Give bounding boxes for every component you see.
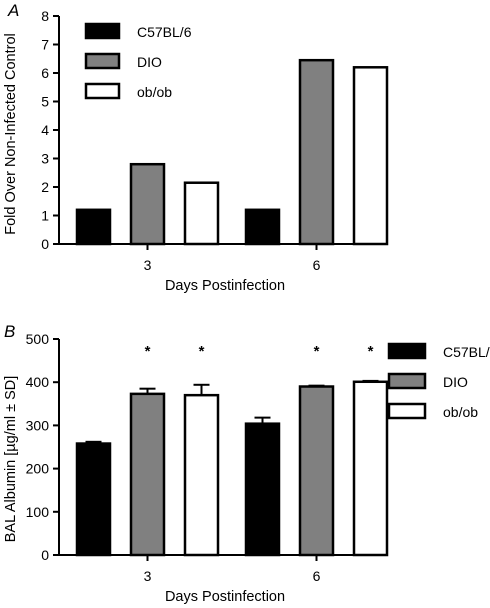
panel-b-legend-label: DIO xyxy=(443,374,468,390)
panel-a-y-tick-label: 4 xyxy=(41,122,49,138)
panel-b-x-tick-label: 6 xyxy=(313,568,321,584)
panel-a-bar xyxy=(75,208,112,246)
panel-b-legend-label: C57BL/6 xyxy=(443,344,490,360)
panel-a-y-tick-label: 0 xyxy=(41,236,49,252)
panel-b-y-tick-label: 200 xyxy=(26,461,50,477)
panel-b-significance-marker: * xyxy=(199,343,205,360)
panel-b-legend-swatch xyxy=(387,342,427,360)
panel-a-chart: A Fold Over Non-Infected Control Days Po… xyxy=(3,1,389,294)
panel-a-y-tick-label: 8 xyxy=(41,8,49,24)
panel-b-legend-swatch xyxy=(387,402,427,420)
panel-a-ylabel: Fold Over Non-Infected Control xyxy=(3,33,19,234)
panel-a-y-tick-label: 7 xyxy=(41,37,49,53)
panel-a-legend-label: C57BL/6 xyxy=(137,24,192,40)
panel-b-y-tick-label: 400 xyxy=(26,374,50,390)
panel-b-significance-marker: * xyxy=(314,343,320,360)
panel-a-y-tick-label: 2 xyxy=(41,179,49,195)
panel-b-bar xyxy=(183,393,220,557)
panel-a-legend-label: ob/ob xyxy=(137,84,172,100)
panel-a-y-tick-label: 5 xyxy=(41,94,49,110)
panel-a-y-tick-label: 6 xyxy=(41,65,49,81)
panel-a-bar xyxy=(183,181,220,246)
panel-b-y-tick-label: 100 xyxy=(26,504,50,520)
panel-a-legend-swatch xyxy=(84,52,121,70)
panel-b-xlabel: Days Postinfection xyxy=(165,589,285,605)
panel-b-label: B xyxy=(4,322,15,341)
panel-a-legend-swatch xyxy=(84,22,121,40)
panel-b-bar xyxy=(298,385,335,557)
panel-b-significance-marker: * xyxy=(145,343,151,360)
panel-a-label: A xyxy=(7,1,19,20)
panel-b-bar xyxy=(352,380,389,557)
panel-a-bar xyxy=(129,162,166,246)
panel-b-x-tick-label: 3 xyxy=(144,568,152,584)
panel-a-bar xyxy=(244,208,281,246)
panel-b-y-tick-label: 500 xyxy=(26,331,50,347)
panel-a-x-tick-label: 6 xyxy=(313,257,321,273)
panel-a-bar xyxy=(352,66,389,246)
panel-a-legend-label: DIO xyxy=(137,54,162,70)
panel-b-bar xyxy=(244,422,281,557)
panel-a-xlabel: Days Postinfection xyxy=(165,278,285,294)
panel-b-legend-label: ob/ob xyxy=(443,404,478,420)
panel-a-y-tick-label: 3 xyxy=(41,151,49,167)
panel-b-bar xyxy=(75,442,112,557)
panel-a-x-tick-label: 3 xyxy=(144,257,152,273)
panel-b-chart: B BAL Albumin [µg/ml ± SD] Days Postinfe… xyxy=(3,322,490,605)
panel-b-significance-marker: * xyxy=(368,343,374,360)
panel-b-y-tick-label: 0 xyxy=(41,547,49,563)
panel-a-y-tick-label: 1 xyxy=(41,208,49,224)
panel-a-legend-swatch xyxy=(84,82,121,100)
panel-b-legend-swatch xyxy=(387,372,427,390)
panel-a-bar xyxy=(298,58,335,246)
panel-b-bar xyxy=(129,392,166,557)
panel-b-ylabel: BAL Albumin [µg/ml ± SD] xyxy=(3,376,19,542)
panel-b-y-tick-label: 300 xyxy=(26,417,50,433)
